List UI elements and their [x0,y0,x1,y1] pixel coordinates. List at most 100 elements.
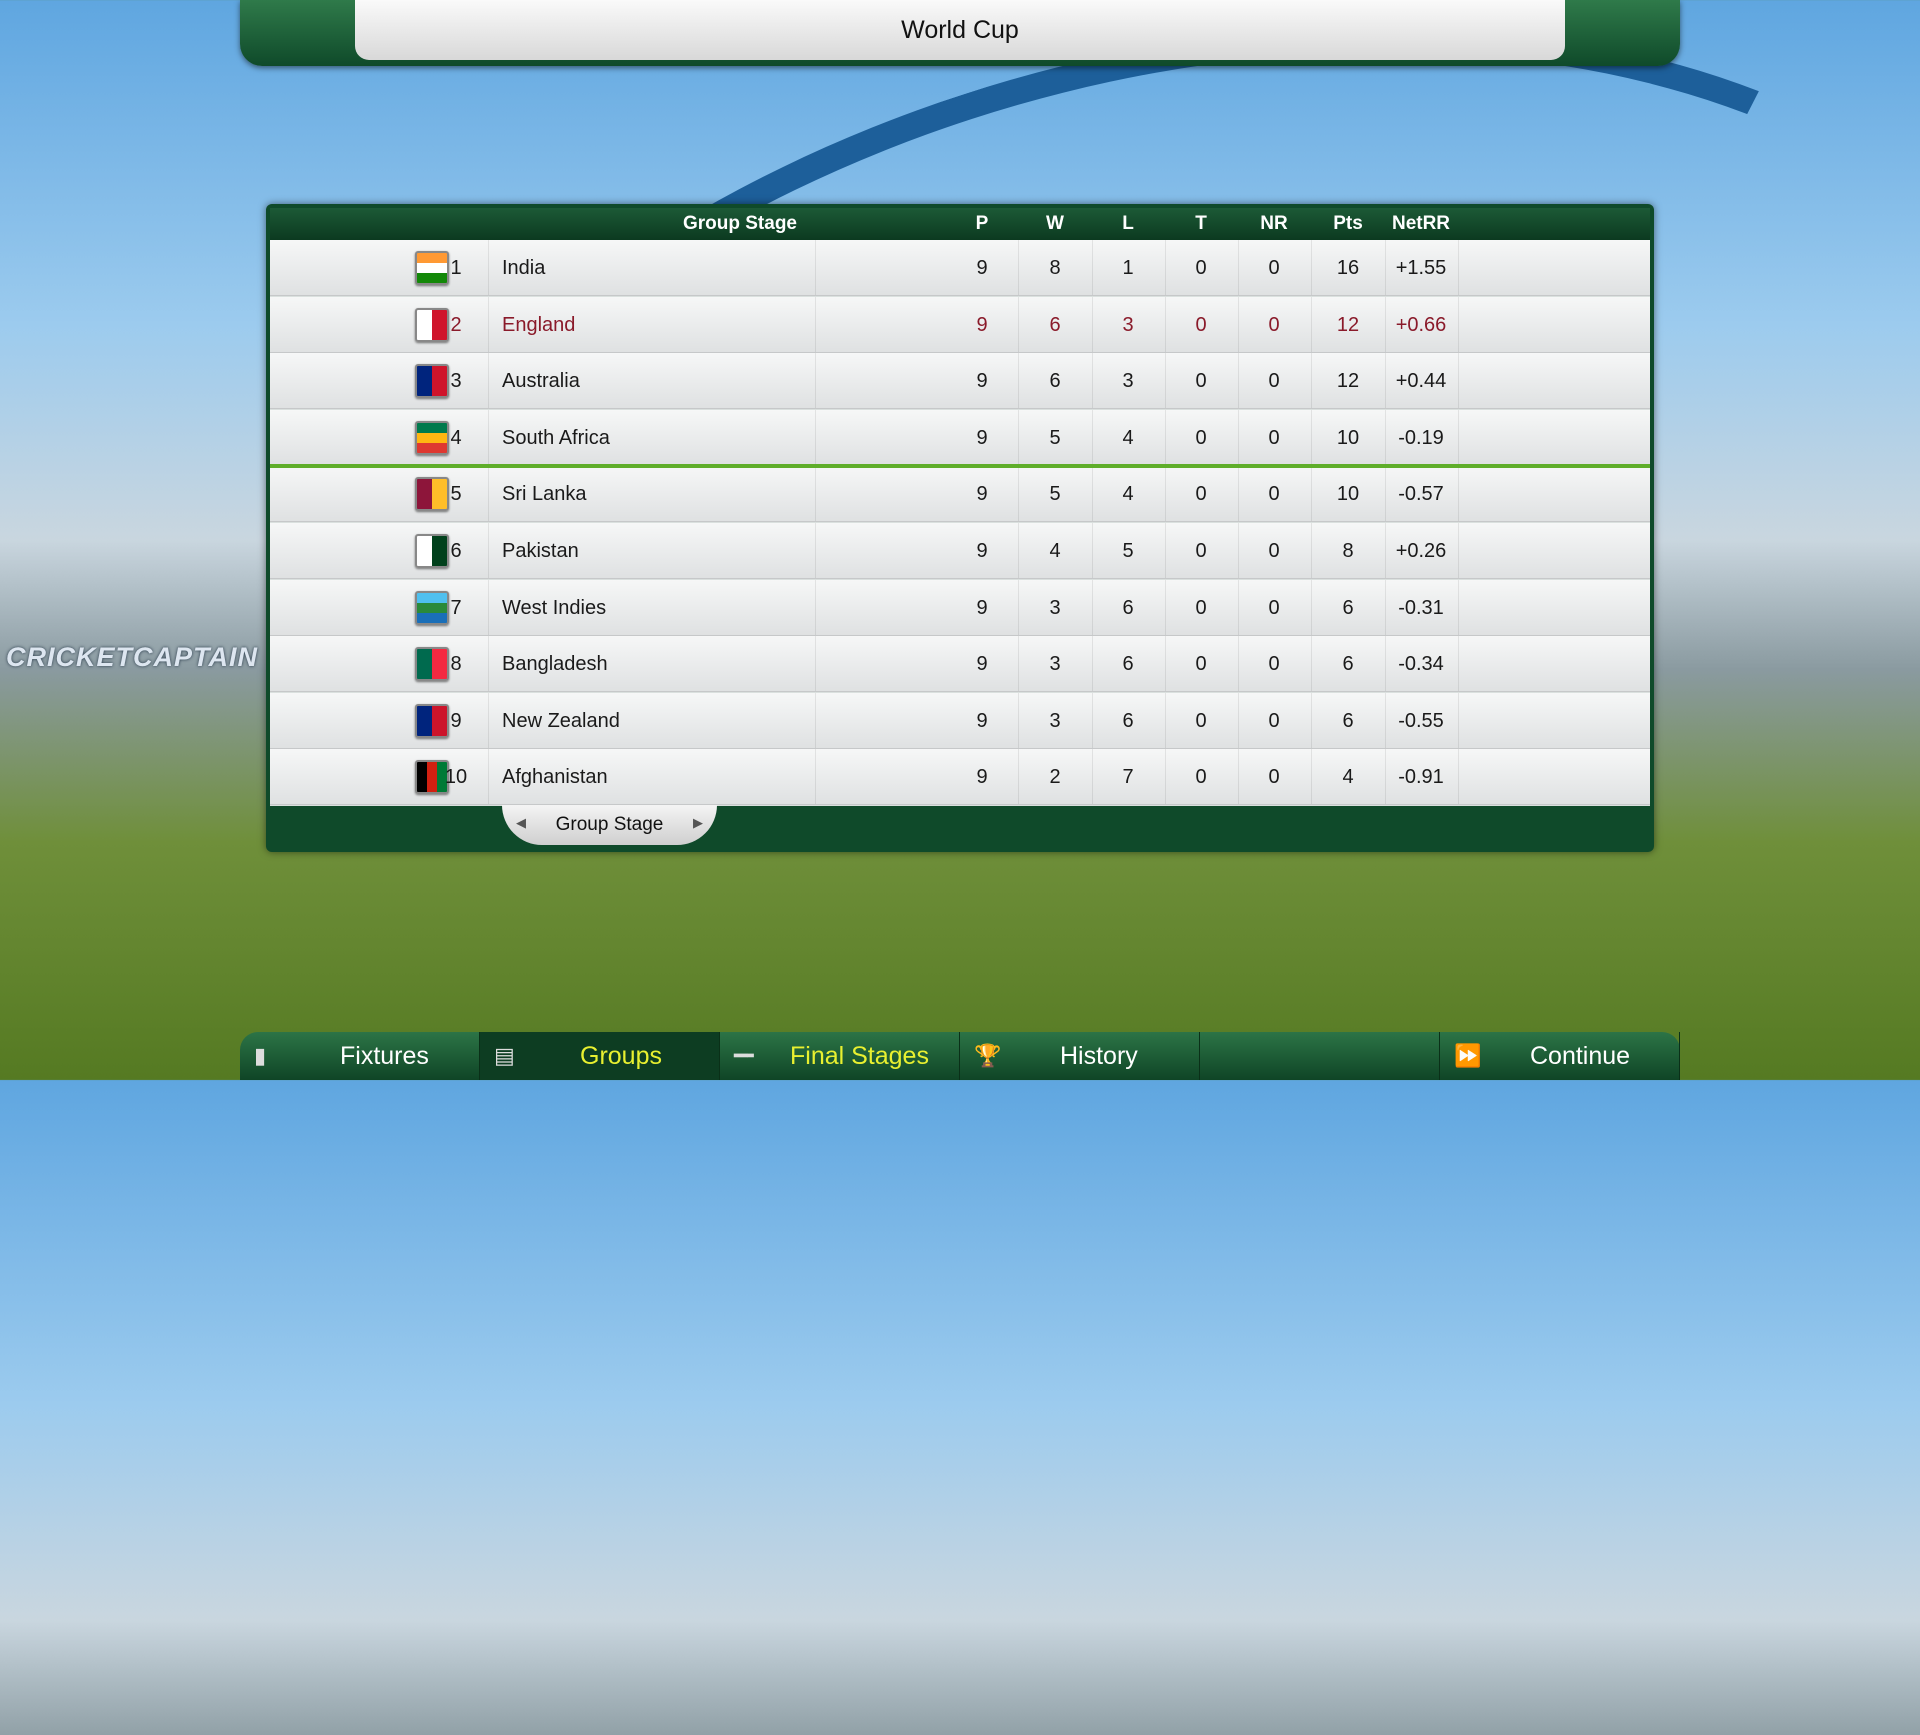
stat-nrr: +0.26 [1395,540,1447,562]
header-netrr[interactable]: NetRR [1391,213,1451,234]
nav-groups-button[interactable]: ▤ Groups [480,1032,720,1080]
stat-pts: 6 [1342,709,1354,732]
stat-p: 9 [976,370,988,393]
stat-nr: 0 [1268,483,1280,506]
title-bar: World Cup [240,0,1680,66]
table-row[interactable]: 4 South Africa 9 5 4 0 0 10 -0.19 [270,409,1650,466]
nav-label: History [1060,1041,1138,1070]
team-name: Afghanistan [502,766,608,789]
rank: 9 [450,709,462,732]
stat-l: 5 [1122,540,1134,562]
rank: 2 [450,313,462,336]
team-name: Australia [502,370,580,393]
rank: 7 [450,596,462,619]
flag-icon [415,647,449,682]
stat-pts: 10 [1336,483,1360,506]
header-w[interactable]: W [1046,213,1064,234]
stage-label: Group Stage [555,814,664,835]
stat-nr: 0 [1268,426,1280,449]
stat-pts: 6 [1342,653,1354,676]
stat-w: 5 [1049,483,1061,506]
rank: 3 [450,370,462,393]
nav-history-button[interactable]: 🏆 History [960,1032,1200,1080]
stat-nrr: +1.55 [1395,257,1447,279]
stat-t: 0 [1195,483,1207,506]
stat-p: 9 [976,257,988,279]
stat-p: 9 [976,483,988,506]
stat-w: 6 [1049,370,1061,393]
table-row[interactable]: 8 Bangladesh 9 3 6 0 0 6 -0.34 [270,636,1650,693]
stat-pts: 4 [1342,766,1354,789]
table-row[interactable]: 6 Pakistan 9 4 5 0 0 8 +0.26 [270,523,1650,579]
page-title: World Cup [355,0,1565,60]
stat-t: 0 [1195,766,1207,789]
nav-label: Fixtures [340,1041,429,1070]
bracket-icon: ━╸ [734,1043,761,1068]
nav-label: Continue [1530,1041,1631,1070]
header-p[interactable]: P [975,213,989,234]
stat-w: 3 [1049,653,1061,676]
team-name: Bangladesh [502,653,608,676]
stat-t: 0 [1195,596,1207,619]
stat-w: 2 [1049,766,1061,789]
header-t[interactable]: T [1195,213,1207,234]
stat-l: 4 [1122,426,1134,449]
rank: 8 [450,653,462,676]
header-nr[interactable]: NR [1260,213,1288,234]
table-header: Group Stage P W L T NR Pts NetRR [270,208,1650,240]
fast-forward-icon: ⏩ [1454,1043,1482,1068]
table-row[interactable]: 2 England 9 6 3 0 0 12 +0.66 [270,296,1650,353]
team-name: Pakistan [502,540,579,562]
team-name: New Zealand [502,709,620,732]
flag-icon [415,251,449,285]
team-name: South Africa [502,426,610,449]
stat-l: 6 [1122,596,1134,619]
stage-selector[interactable]: ◀ Group Stage ▶ [502,805,717,845]
rank: 5 [450,483,462,506]
flag-icon [415,477,449,512]
stat-t: 0 [1195,313,1207,336]
flag-icon [415,364,449,399]
clipboard-icon: ▮ [254,1043,267,1068]
table-row[interactable]: 10 Afghanistan 9 2 7 0 0 4 -0.91 [270,749,1650,806]
stat-pts: 12 [1336,370,1360,393]
header-pts[interactable]: Pts [1333,213,1363,234]
team-name: Sri Lanka [502,483,587,506]
qualification-line [270,464,1650,469]
stat-nr: 0 [1268,709,1280,732]
flag-icon [415,420,449,455]
header-l[interactable]: L [1122,213,1134,234]
stat-p: 9 [976,596,988,619]
table-row[interactable]: 9 New Zealand 9 3 6 0 0 6 -0.55 [270,692,1650,749]
table-row[interactable]: 7 West Indies 9 3 6 0 0 6 -0.31 [270,579,1650,636]
nav-empty [1200,1032,1440,1080]
stat-nr: 0 [1268,540,1280,562]
rank: 10 [444,766,468,789]
table-row[interactable]: 1 India 9 8 1 0 0 16 +1.55 [270,240,1650,296]
nav-final-stages-button[interactable]: ━╸ Final Stages [720,1032,960,1080]
stat-nr: 0 [1268,766,1280,789]
stat-pts: 16 [1336,257,1360,279]
stat-pts: 12 [1336,313,1360,336]
next-arrow-icon[interactable]: ▶ [693,815,703,830]
stat-w: 4 [1049,540,1061,562]
stat-l: 6 [1122,709,1134,732]
stat-p: 9 [976,540,988,562]
stat-nrr: -0.91 [1398,766,1444,789]
header-group[interactable]: Group Stage [682,213,798,234]
prev-arrow-icon[interactable]: ◀ [516,815,526,830]
stat-nrr: +0.44 [1395,370,1447,393]
stat-nr: 0 [1268,257,1280,279]
nav-fixtures-button[interactable]: ▮ Fixtures [240,1032,480,1080]
watermark-logo: CRICKETCAPTAIN [6,642,258,672]
bottom-nav: ▮ Fixtures ▤ Groups ━╸ Final Stages 🏆 History ⏩ C… [240,1032,1680,1080]
table-row[interactable]: 3 Australia 9 6 3 0 0 12 +0.44 [270,353,1650,410]
team-name: England [502,313,576,336]
stat-t: 0 [1195,540,1207,562]
nav-continue-button[interactable]: ⏩ Continue [1440,1032,1680,1080]
team-name: India [502,257,546,279]
stat-p: 9 [976,709,988,732]
table-row[interactable]: 5 Sri Lanka 9 5 4 0 0 10 -0.57 [270,466,1650,523]
stat-nr: 0 [1268,313,1280,336]
stat-w: 6 [1049,313,1061,336]
